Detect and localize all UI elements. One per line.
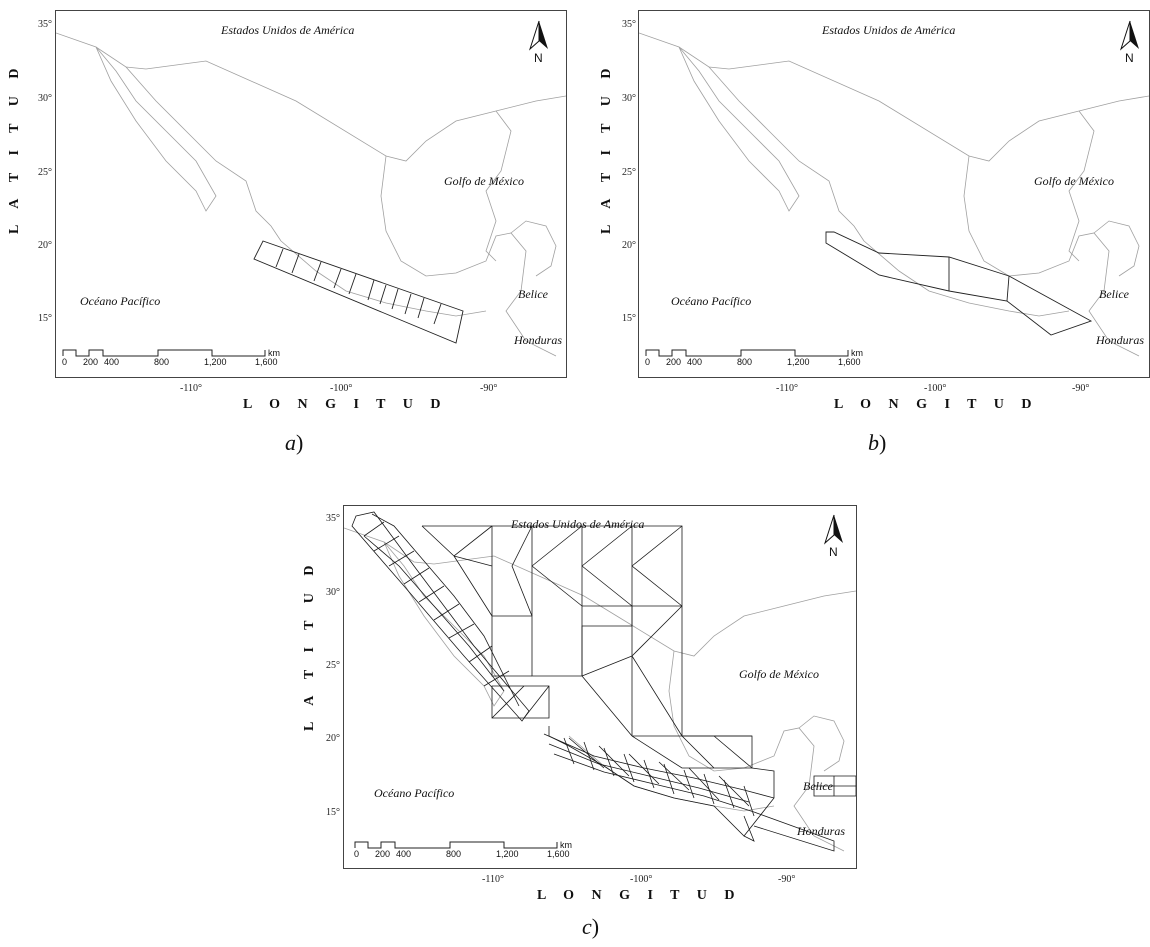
north-arrow: N xyxy=(1119,19,1141,65)
scale-0: 0 xyxy=(645,357,651,367)
label-gulf: Golfo de México xyxy=(739,667,819,681)
caption-paren: ) xyxy=(879,430,887,455)
map-frame: Estados Unidos de América Golfo de Méxic… xyxy=(638,10,1150,378)
scale-1600: 1,600 xyxy=(255,357,278,367)
label-usa: Estados Unidos de América xyxy=(511,517,645,531)
caption-letter: a xyxy=(285,430,296,455)
x-tick-100: -100° xyxy=(630,874,653,885)
scale-400: 400 xyxy=(396,849,412,859)
caption-paren: ) xyxy=(591,914,600,939)
map-frame: Estados Unidos de América Golfo de Méxic… xyxy=(55,10,567,378)
scale-bar: 0 200 400 800 1,200 1,600 km xyxy=(62,347,292,371)
y-tick-15: 15° xyxy=(326,807,340,818)
y-tick-30: 30° xyxy=(326,587,340,598)
label-gulf: Golfo de México xyxy=(444,174,524,188)
scale-bar: 0 200 400 800 1,200 1,600 km xyxy=(354,839,584,863)
label-usa: Estados Unidos de América xyxy=(221,23,355,37)
scale-bar-graphic xyxy=(62,349,266,357)
y-tick-15: 15° xyxy=(38,313,52,324)
y-tick-20: 20° xyxy=(622,240,636,251)
label-pacific: Océano Pacífico xyxy=(374,786,455,800)
scale-0: 0 xyxy=(354,849,360,859)
caption-letter: c xyxy=(582,914,592,939)
scale-400: 400 xyxy=(104,357,120,367)
north-label: N xyxy=(1125,51,1134,65)
scale-800: 800 xyxy=(737,357,753,367)
scale-1600: 1,600 xyxy=(838,357,861,367)
segments-a xyxy=(253,240,464,344)
scale-800: 800 xyxy=(446,849,462,859)
x-tick-100: -100° xyxy=(330,383,353,394)
y-tick-20: 20° xyxy=(326,733,340,744)
y-tick-35: 35° xyxy=(622,19,636,30)
longitude-label: L O N G I T U D xyxy=(243,397,448,412)
longitude-label: L O N G I T U D xyxy=(537,888,742,903)
label-honduras: Honduras xyxy=(797,824,846,838)
y-tick-25: 25° xyxy=(326,660,340,671)
scale-unit: km xyxy=(851,348,863,358)
north-label: N xyxy=(829,545,838,559)
y-tick-20: 20° xyxy=(38,240,52,251)
x-tick-110: -110° xyxy=(482,874,504,885)
segments-b xyxy=(825,231,1093,336)
scale-400: 400 xyxy=(687,357,703,367)
coastline-svg xyxy=(344,511,856,852)
y-tick-30: 30° xyxy=(38,93,52,104)
label-belize: Belice xyxy=(518,287,548,301)
north-arrow-icon xyxy=(823,514,843,545)
caption-b: b) xyxy=(868,430,886,456)
y-tick-35: 35° xyxy=(38,19,52,30)
label-belize: Belice xyxy=(803,779,833,793)
scale-unit: km xyxy=(560,840,572,850)
y-tick-30: 30° xyxy=(622,93,636,104)
x-tick-90: -90° xyxy=(1072,383,1090,394)
north-arrow: N xyxy=(528,19,550,65)
north-arrow-icon xyxy=(528,20,548,51)
x-tick-110: -110° xyxy=(180,383,202,394)
scale-200: 200 xyxy=(666,357,682,367)
caption-paren: ) xyxy=(296,430,304,455)
scale-bar-graphic xyxy=(645,349,849,357)
scale-1600: 1,600 xyxy=(547,849,570,859)
coastline-svg xyxy=(639,32,1149,357)
scale-unit: km xyxy=(268,348,280,358)
mesh-c xyxy=(351,511,856,852)
label-belize: Belice xyxy=(1099,287,1129,301)
scale-bar-graphic xyxy=(354,841,558,849)
label-pacific: Océano Pacífico xyxy=(671,294,752,308)
label-honduras: Honduras xyxy=(1096,333,1145,347)
y-tick-35: 35° xyxy=(326,513,340,524)
latitude-label: L A T I T U D xyxy=(302,558,317,731)
label-gulf: Golfo de México xyxy=(1034,174,1114,188)
coastline-svg xyxy=(56,32,566,357)
scale-bar: 0 200 400 800 1,200 1,600 km xyxy=(645,347,875,371)
caption-letter: b xyxy=(868,430,879,455)
y-tick-25: 25° xyxy=(38,167,52,178)
scale-0: 0 xyxy=(62,357,68,367)
label-pacific: Océano Pacífico xyxy=(80,294,161,308)
scale-1200: 1,200 xyxy=(496,849,519,859)
label-honduras: Honduras xyxy=(514,333,563,347)
x-tick-100: -100° xyxy=(924,383,947,394)
x-tick-90: -90° xyxy=(778,874,796,885)
scale-1200: 1,200 xyxy=(787,357,810,367)
longitude-label: L O N G I T U D xyxy=(834,397,1039,412)
y-tick-15: 15° xyxy=(622,313,636,324)
north-arrow-icon xyxy=(1119,20,1139,51)
scale-200: 200 xyxy=(83,357,99,367)
label-usa: Estados Unidos de América xyxy=(822,23,956,37)
north-label: N xyxy=(534,51,543,65)
x-tick-90: -90° xyxy=(480,383,498,394)
y-tick-25: 25° xyxy=(622,167,636,178)
caption-a: a) xyxy=(285,430,303,456)
scale-800: 800 xyxy=(154,357,170,367)
north-arrow: N xyxy=(823,513,845,559)
map-frame: Estados Unidos de América Golfo de Méxic… xyxy=(343,505,857,869)
scale-200: 200 xyxy=(375,849,391,859)
scale-1200: 1,200 xyxy=(204,357,227,367)
x-tick-110: -110° xyxy=(776,383,798,394)
caption-c: c) xyxy=(582,914,599,940)
